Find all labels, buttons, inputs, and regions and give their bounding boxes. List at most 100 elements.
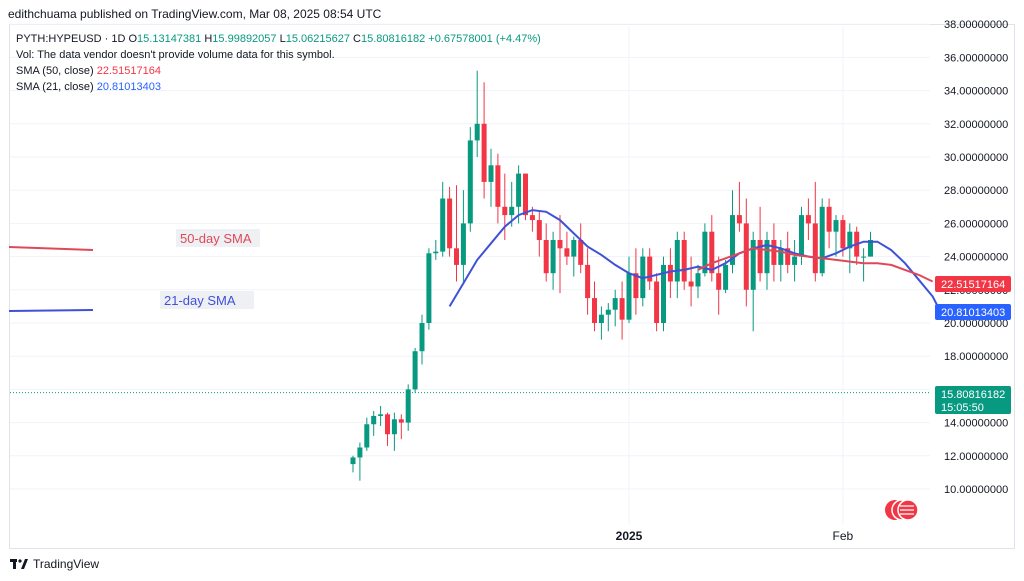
candle-body: [736, 215, 742, 224]
candle-body: [578, 240, 584, 265]
y-tick-label: 34.00000000: [944, 86, 1008, 98]
candle-body: [654, 281, 660, 323]
y-tick-label: 18.00000000: [944, 351, 1008, 363]
candle: [543, 223, 549, 282]
candle-body: [391, 419, 397, 435]
candle-body: [495, 165, 501, 207]
y-axis: 10.0000000012.0000000014.0000000016.0000…: [944, 19, 1008, 496]
candle-body: [509, 206, 515, 216]
candle-body: [419, 323, 425, 352]
candle: [688, 256, 694, 307]
x-tick-label: 2025: [616, 529, 643, 543]
candle: [709, 215, 715, 282]
candle-body: [840, 220, 846, 249]
candle: [550, 231, 556, 290]
candle-body: [550, 240, 556, 274]
candle: [405, 384, 411, 431]
candle-body: [750, 240, 756, 290]
candle-body: [716, 273, 722, 290]
low-value: 15.06215627: [285, 33, 350, 45]
candle: [667, 248, 673, 299]
candle: [419, 314, 425, 365]
candle-body: [723, 264, 729, 290]
candle: [626, 256, 632, 323]
sma21-tag-text: 20.81013403: [941, 307, 1005, 319]
candle: [350, 455, 356, 473]
candle: [578, 223, 584, 274]
candle: [571, 236, 577, 277]
candle: [619, 281, 625, 340]
candle: [447, 186, 453, 257]
candle: [598, 306, 604, 340]
y-tick-label: 14.00000000: [944, 418, 1008, 430]
candle-body: [564, 248, 570, 257]
ohlc-row: PYTH:HYPEUSD · 1D O15.13147381 H15.99892…: [16, 33, 541, 45]
candle: [467, 127, 473, 232]
candle-body: [426, 253, 432, 323]
last-price-tag: 15.80816182 15:05:50: [935, 386, 1011, 414]
candle: [357, 442, 363, 481]
candle: [474, 70, 480, 157]
candle: [516, 165, 522, 224]
candle: [371, 410, 377, 436]
candle-body: [598, 314, 604, 323]
candle: [812, 181, 818, 282]
candle-body: [812, 223, 818, 274]
candle-body: [398, 419, 404, 423]
candle: [557, 215, 563, 294]
footer-brand[interactable]: TradingView: [10, 557, 99, 571]
candle-body: [647, 256, 653, 282]
candle-body: [571, 240, 577, 257]
candle: [654, 273, 660, 332]
candle: [460, 190, 466, 282]
candle: [723, 259, 729, 294]
candle-body: [592, 298, 597, 323]
open-value: 15.13147381: [137, 33, 202, 45]
candle: [826, 198, 832, 249]
sma50-annotation: 50-day SMA: [180, 231, 252, 246]
candle: [847, 223, 853, 274]
candle-body: [661, 264, 666, 323]
candle-body: [385, 414, 390, 435]
last-price-text: 15.80816182: [941, 389, 1005, 401]
candle: [433, 240, 439, 260]
candle-body: [460, 223, 466, 265]
sma50-legend: SMA (50, close) 22.51517164: [16, 65, 161, 77]
legend: PYTH:HYPEUSD · 1D O15.13147381 H15.99892…: [16, 31, 541, 95]
candle: [364, 417, 370, 451]
candle: [647, 248, 653, 290]
sma50-line: [697, 247, 934, 283]
candle: [585, 248, 591, 315]
candle-body: [536, 220, 542, 240]
candle-body: [440, 198, 446, 252]
publisher-line: edithchuama published on TradingView.com…: [8, 7, 382, 21]
sma21-line: [448, 209, 941, 311]
candle-body: [543, 240, 549, 274]
candle: [488, 148, 494, 207]
candle: [736, 181, 742, 232]
candle-body: [467, 140, 473, 224]
candle-body: [709, 231, 715, 274]
candle: [502, 173, 508, 240]
candle-body: [730, 215, 735, 265]
candle-body: [695, 273, 701, 287]
candle: [536, 210, 542, 257]
candle: [378, 406, 384, 426]
candle: [792, 240, 798, 282]
candle-body: [516, 173, 522, 207]
candle: [819, 198, 825, 277]
candle: [440, 181, 446, 257]
candle: [564, 231, 570, 265]
candle: [805, 198, 811, 240]
events-icon[interactable]: [885, 499, 919, 521]
sma21-legend: SMA (21, close) 20.81013403: [16, 81, 161, 93]
candle-body: [378, 414, 384, 416]
footer-brand-text: TradingView: [33, 557, 100, 571]
candle-body: [674, 240, 680, 282]
y-tick-label: 32.00000000: [944, 119, 1008, 131]
candle-body: [612, 298, 618, 310]
candle-body: [529, 215, 535, 221]
close-value: 15.80816182: [360, 33, 426, 45]
candle-body: [433, 251, 439, 254]
